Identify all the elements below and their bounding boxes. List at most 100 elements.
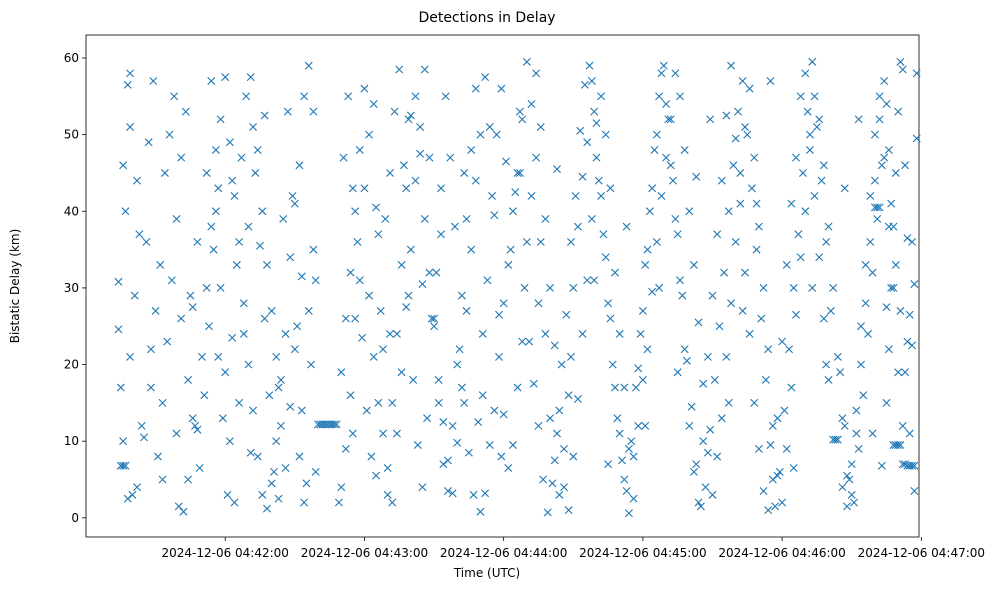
data-point-x-marker <box>766 441 775 450</box>
data-point-x-marker <box>894 441 903 450</box>
data-point-x-marker <box>272 437 281 446</box>
y-tick-label: 20 <box>64 358 79 372</box>
data-point-x-marker <box>745 329 754 338</box>
data-point-x-marker <box>133 176 142 185</box>
data-point-x-marker <box>792 153 801 162</box>
data-point-x-marker <box>560 483 568 492</box>
data-point-x-marker <box>583 138 592 147</box>
data-point-x-marker <box>253 452 262 461</box>
data-point-x-marker <box>643 345 652 354</box>
data-point-x-marker <box>604 460 613 469</box>
data-point-x-marker <box>348 184 357 193</box>
data-point-x-marker <box>536 122 545 131</box>
data-point-x-marker <box>861 260 870 269</box>
data-point-x-marker <box>794 230 803 239</box>
data-point-x-marker <box>525 337 534 346</box>
data-point-x-marker <box>193 425 202 434</box>
data-point-x-marker <box>346 268 355 277</box>
data-point-x-marker <box>555 490 564 499</box>
data-point-x-marker <box>662 153 671 162</box>
data-point-x-marker <box>119 161 128 170</box>
data-point-x-marker <box>300 92 309 101</box>
data-point-x-marker <box>796 92 805 101</box>
data-point-x-marker <box>304 306 313 315</box>
data-point-x-marker <box>724 398 733 407</box>
data-point-x-marker <box>483 276 492 285</box>
data-point-x-marker <box>448 421 457 430</box>
data-point-x-marker <box>866 237 875 246</box>
data-point-x-marker <box>796 253 805 262</box>
data-point-x-marker <box>532 69 541 78</box>
data-point-x-marker <box>550 456 559 465</box>
data-point-x-marker <box>223 490 232 499</box>
data-point-x-marker <box>207 222 216 231</box>
data-point-x-marker <box>569 452 578 461</box>
x-tick-label: 2024-12-06 04:44:00 <box>440 546 567 560</box>
data-point-x-marker <box>745 84 754 93</box>
data-point-x-marker <box>202 283 211 292</box>
data-point-x-marker <box>685 421 694 430</box>
data-point-x-marker <box>877 461 886 470</box>
data-point-x-marker <box>789 283 798 292</box>
data-point-x-marker <box>365 130 374 139</box>
data-point-x-marker <box>880 76 889 85</box>
data-point-x-marker <box>455 345 464 354</box>
data-point-x-marker <box>244 360 253 369</box>
data-point-x-marker <box>376 306 385 315</box>
data-point-x-marker <box>557 360 566 369</box>
data-point-x-marker <box>135 230 144 239</box>
data-point-x-marker <box>645 207 654 216</box>
data-point-x-marker <box>843 471 852 480</box>
data-point-x-marker <box>485 441 494 450</box>
data-point-x-marker <box>805 145 814 154</box>
data-point-x-marker <box>727 299 736 308</box>
data-point-x-marker <box>123 80 132 89</box>
data-point-x-marker <box>260 111 269 120</box>
data-point-x-marker <box>515 107 524 116</box>
data-point-x-marker <box>476 507 485 516</box>
data-point-x-marker <box>216 115 225 124</box>
data-point-x-marker <box>258 490 267 499</box>
data-point-x-marker <box>754 222 763 231</box>
data-point-x-marker <box>713 452 722 461</box>
x-tick-label: 2024-12-06 04:47:00 <box>858 546 985 560</box>
data-point-x-marker <box>286 402 295 411</box>
data-point-x-marker <box>822 237 831 246</box>
data-point-x-marker <box>379 429 387 438</box>
data-point-x-marker <box>411 176 420 185</box>
data-point-x-marker <box>211 145 220 154</box>
data-point-x-marker <box>119 461 128 470</box>
data-point-x-marker <box>622 222 631 231</box>
data-point-x-marker <box>418 280 427 289</box>
data-point-x-marker <box>666 115 675 124</box>
data-point-x-marker <box>666 161 675 170</box>
data-point-x-marker <box>731 237 740 246</box>
data-point-x-marker <box>750 398 759 407</box>
data-point-x-marker <box>385 329 394 338</box>
data-point-x-marker <box>671 214 680 223</box>
data-point-x-marker <box>884 345 893 354</box>
y-axis-label: Bistatic Delay (km) <box>8 229 22 344</box>
data-point-x-marker <box>738 76 747 85</box>
data-point-x-marker <box>307 360 316 369</box>
data-point-x-marker <box>898 421 907 430</box>
data-point-x-marker <box>696 502 705 511</box>
data-point-x-marker <box>594 176 603 185</box>
data-point-x-marker <box>771 502 780 511</box>
chart-title: Detections in Delay <box>418 10 555 26</box>
data-point-x-marker <box>495 352 504 361</box>
data-point-x-marker <box>297 272 306 281</box>
data-point-x-marker <box>889 283 898 292</box>
data-point-x-marker <box>778 337 787 346</box>
data-point-x-marker <box>532 153 541 162</box>
data-point-x-marker <box>311 467 320 476</box>
data-point-x-marker <box>397 260 406 269</box>
data-point-x-marker <box>453 438 462 447</box>
data-point-x-marker <box>870 130 879 139</box>
data-point-x-marker <box>439 418 448 427</box>
data-point-x-marker <box>873 203 882 212</box>
data-point-x-marker <box>276 375 285 384</box>
data-point-x-marker <box>388 398 397 407</box>
data-point-x-marker <box>416 149 425 158</box>
x-tick-label: 2024-12-06 04:45:00 <box>579 546 706 560</box>
